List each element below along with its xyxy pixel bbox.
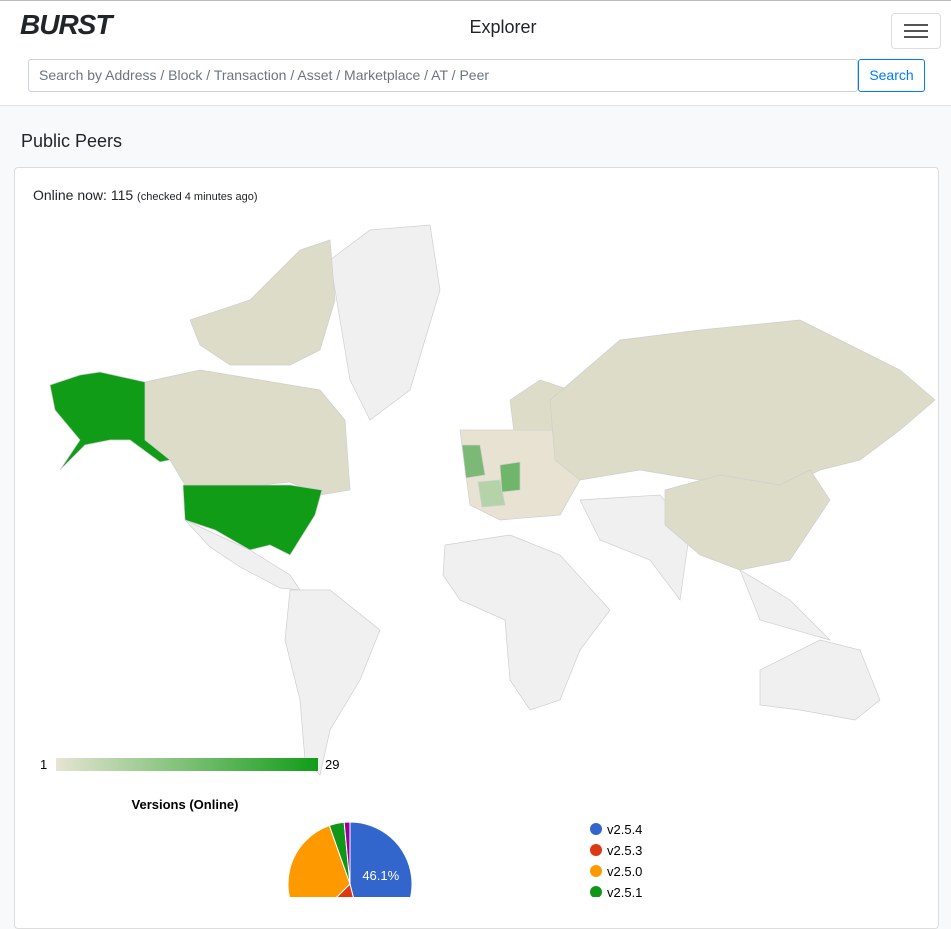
- greenland[interactable]: [329, 224, 441, 421]
- south-america[interactable]: [284, 589, 381, 776]
- arctic-islands[interactable]: [189, 239, 336, 366]
- slice-label: 46.1%: [362, 868, 399, 883]
- canada[interactable]: [144, 369, 351, 496]
- germany[interactable]: [499, 461, 521, 493]
- legend-marker: [590, 844, 602, 856]
- menu-toggle[interactable]: [891, 13, 941, 49]
- uk[interactable]: [461, 444, 486, 479]
- world-map: [49, 224, 936, 776]
- china[interactable]: [664, 469, 831, 571]
- pie-slice: [349, 821, 413, 897]
- search-input[interactable]: Search by Address / Block / Transaction …: [28, 59, 858, 92]
- section-title: Public Peers: [21, 131, 123, 151]
- map-legend-bar: [56, 758, 318, 771]
- russia[interactable]: [549, 319, 936, 491]
- map-legend-max: 29: [325, 757, 339, 772]
- middle-east-india[interactable]: [579, 494, 691, 601]
- pie-slice: [343, 821, 351, 885]
- checked-note: (checked 4 minutes ago): [137, 191, 258, 203]
- alaska[interactable]: [49, 371, 171, 471]
- legend-label: v2.5.4: [607, 822, 642, 837]
- pie-slice: [287, 824, 351, 897]
- online-label: Online now:: [33, 187, 107, 203]
- navbar: BURST Explorer Search by Address / Block…: [0, 0, 951, 106]
- legend-marker: [590, 886, 602, 897]
- map-legend-min: 1: [40, 757, 47, 772]
- online-status: Online now: 115 (checked 4 minutes ago): [33, 187, 258, 203]
- legend-label: v2.5.1: [607, 885, 642, 897]
- legend-marker: [590, 865, 602, 877]
- france[interactable]: [477, 479, 506, 508]
- usa[interactable]: [182, 484, 323, 556]
- legend-label: v2.5.3: [607, 843, 642, 858]
- page-title: Explorer: [469, 17, 537, 37]
- central-america[interactable]: [184, 519, 301, 591]
- chart-title: Versions (Online): [132, 797, 239, 812]
- pie-slice: [336, 883, 354, 897]
- southeast-asia[interactable]: [739, 569, 832, 641]
- legend-label: v2.5.0: [607, 864, 642, 879]
- australia[interactable]: [759, 639, 881, 721]
- search-button[interactable]: Search: [858, 59, 925, 92]
- map-and-chart: 1 29 Versions (Online) 46.1% v2.5.4 v2.5.3…: [40, 224, 936, 897]
- legend-marker: [590, 823, 602, 835]
- africa[interactable]: [442, 534, 611, 711]
- online-count: 115: [110, 187, 134, 203]
- logo[interactable]: BURST: [20, 9, 112, 40]
